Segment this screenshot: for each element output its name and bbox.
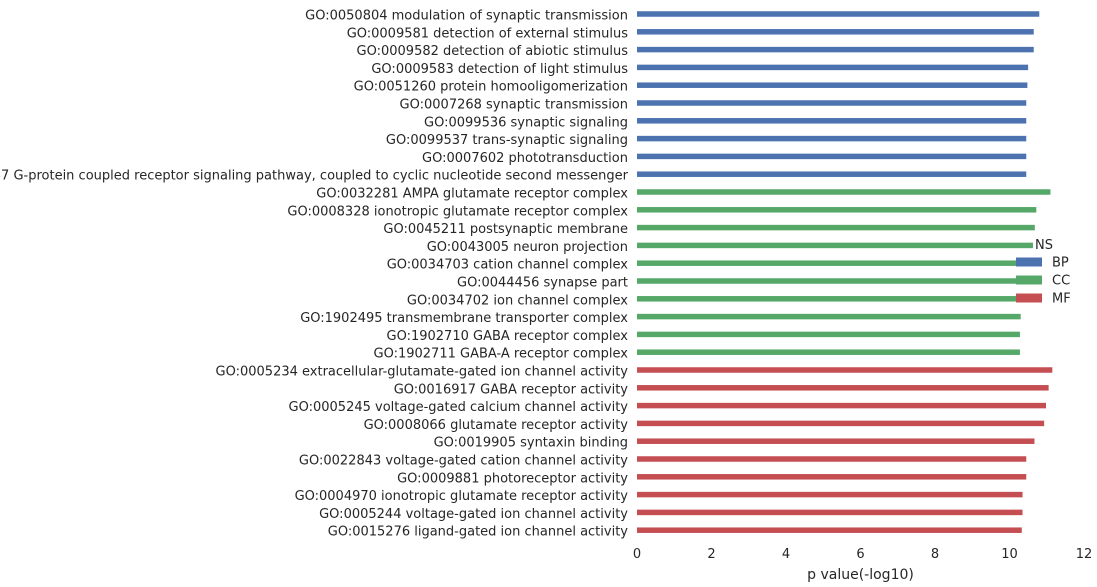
category-label: GO:0005234 extracellular-glutamate-gated… bbox=[216, 365, 629, 380]
x-axis-label: p value(-log10) bbox=[807, 567, 914, 583]
category-label: GO:0007268 synaptic transmission bbox=[400, 98, 628, 113]
bar-mf-1 bbox=[637, 385, 1049, 391]
category-label: GO:0043005 neuron projection bbox=[427, 240, 628, 255]
category-label: GO:0008066 glutamate receptor activity bbox=[364, 418, 629, 433]
category-label: GO:0099536 synaptic signaling bbox=[424, 115, 628, 130]
bar-mf-9 bbox=[637, 527, 1022, 533]
category-label: GO:0007602 phototransduction bbox=[422, 151, 628, 166]
category-label: GO:0032281 AMPA glutamate receptor compl… bbox=[316, 187, 628, 202]
bar-cc-1 bbox=[637, 207, 1037, 213]
x-axis: 0 2 4 6 8 10 12 bbox=[633, 547, 1092, 562]
category-label: GO:0009581 detection of external stimulu… bbox=[347, 26, 629, 41]
legend-label-mf: MF bbox=[1052, 292, 1071, 307]
bar-bp-1 bbox=[637, 29, 1034, 35]
bar-mf-4 bbox=[637, 438, 1035, 444]
bar-cc-7 bbox=[637, 313, 1021, 320]
category-label: GO:0022843 voltage-gated cation channel … bbox=[299, 454, 628, 469]
x-tick-label: 2 bbox=[707, 547, 715, 562]
bar-cc-0 bbox=[637, 189, 1051, 195]
category-label: GO:0005244 voltage-gated ion channel act… bbox=[319, 507, 628, 522]
x-tick-label: 10 bbox=[1001, 547, 1018, 562]
bar-cc-4 bbox=[637, 260, 1030, 266]
category-label: GO:0099537 trans-synaptic signaling bbox=[386, 133, 628, 148]
x-tick-label: 12 bbox=[1076, 547, 1093, 562]
legend-label-cc: CC bbox=[1052, 274, 1070, 289]
x-tick-label: 4 bbox=[782, 547, 790, 562]
category-label: GO:0007187 G-protein coupled receptor si… bbox=[0, 169, 629, 184]
bar-bp-4 bbox=[637, 82, 1028, 88]
category-label: GO:0034702 ion channel complex bbox=[407, 293, 628, 308]
bar-cc-3 bbox=[637, 242, 1033, 249]
bar-cc-9 bbox=[637, 349, 1020, 355]
bars-group bbox=[637, 11, 1053, 533]
bar-mf-0 bbox=[637, 367, 1053, 373]
x-tick-label: 8 bbox=[931, 547, 939, 562]
bar-bp-0 bbox=[637, 11, 1040, 17]
category-label: GO:0015276 ligand-gated ion channel acti… bbox=[328, 525, 629, 540]
bar-mf-7 bbox=[637, 491, 1023, 498]
category-label: GO:1902711 GABA-A receptor complex bbox=[374, 347, 629, 362]
x-tick-label: 6 bbox=[856, 547, 864, 562]
category-label: GO:0019905 syntaxin binding bbox=[434, 436, 628, 451]
category-label: GO:0016917 GABA receptor activity bbox=[394, 382, 629, 397]
category-labels-group: GO:0050804 modulation of synaptic transm… bbox=[0, 9, 629, 540]
legend: NS BP CC MF bbox=[1016, 238, 1071, 307]
bar-bp-5 bbox=[637, 100, 1027, 106]
category-label: GO:0008328 ionotropic glutamate receptor… bbox=[287, 204, 628, 219]
category-label: GO:1902710 GABA receptor complex bbox=[387, 329, 629, 344]
x-tick-label: 0 bbox=[633, 547, 641, 562]
category-label: GO:0005245 voltage-gated calcium channel… bbox=[289, 400, 629, 415]
bar-cc-5 bbox=[637, 278, 1030, 284]
category-label: GO:0045211 postsynaptic membrane bbox=[383, 222, 628, 237]
category-label: GO:0009583 detection of light stimulus bbox=[371, 62, 628, 77]
legend-swatch-cc bbox=[1016, 275, 1042, 285]
bar-bp-7 bbox=[637, 135, 1027, 142]
bar-bp-6 bbox=[637, 118, 1027, 124]
legend-swatch-bp bbox=[1016, 257, 1042, 267]
bar-bp-2 bbox=[637, 46, 1034, 53]
bar-mf-6 bbox=[637, 474, 1027, 480]
bar-cc-6 bbox=[637, 296, 1027, 302]
category-label: GO:0044456 synapse part bbox=[457, 276, 628, 291]
bar-bp-3 bbox=[637, 64, 1029, 71]
category-label: GO:0051260 protein homooligomerization bbox=[354, 80, 628, 95]
category-label: GO:0009582 detection of abiotic stimulus bbox=[357, 44, 629, 59]
bar-bp-9 bbox=[637, 171, 1027, 177]
category-label: GO:1902495 transmembrane transporter com… bbox=[300, 311, 628, 326]
category-label: GO:0050804 modulation of synaptic transm… bbox=[305, 9, 628, 24]
legend-title: NS bbox=[1035, 238, 1053, 253]
bar-cc-8 bbox=[637, 331, 1020, 338]
bar-cc-2 bbox=[637, 224, 1035, 231]
bar-mf-3 bbox=[637, 420, 1045, 427]
bar-mf-2 bbox=[637, 402, 1047, 409]
category-label: GO:0004970 ionotropic glutamate receptor… bbox=[295, 489, 629, 504]
category-label: GO:0034703 cation channel complex bbox=[387, 258, 629, 273]
legend-swatch-mf bbox=[1016, 293, 1042, 303]
bar-mf-8 bbox=[637, 509, 1023, 516]
bar-mf-5 bbox=[637, 456, 1027, 462]
category-label: GO:0009881 photoreceptor activity bbox=[397, 471, 628, 486]
bar-bp-8 bbox=[637, 153, 1027, 160]
legend-label-bp: BP bbox=[1052, 256, 1069, 271]
